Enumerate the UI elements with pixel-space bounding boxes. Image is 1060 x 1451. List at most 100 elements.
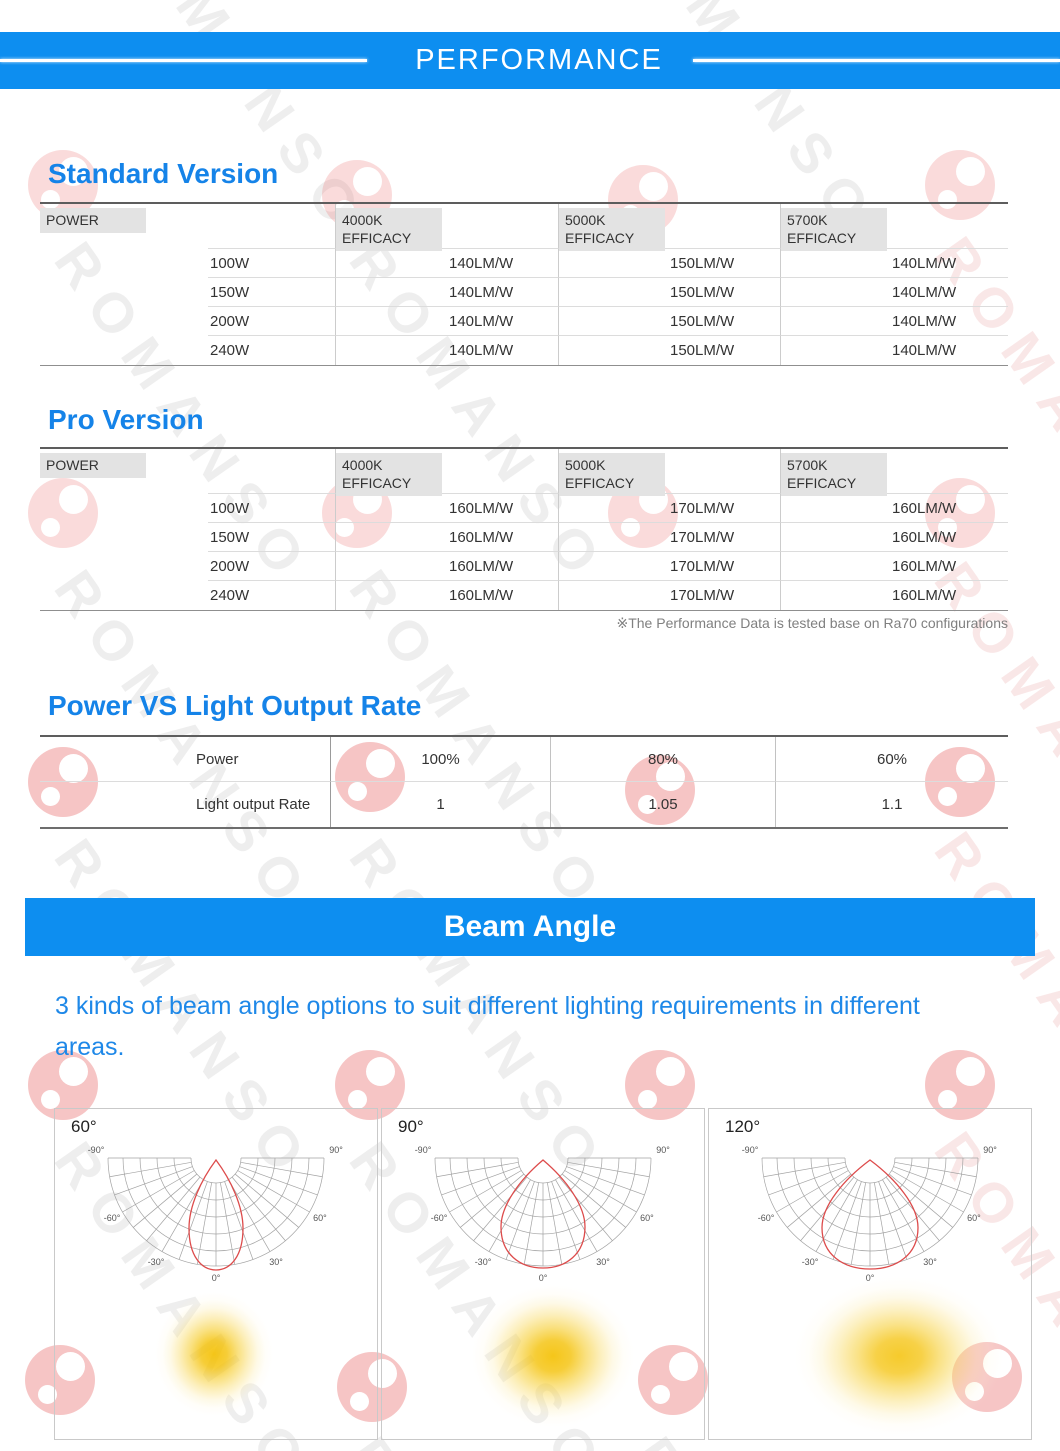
banner-line-right: [692, 59, 1060, 62]
table-cell: [335, 336, 447, 365]
table-cell: [780, 307, 890, 336]
table-cell: 160LM/W: [892, 587, 957, 604]
beam-panel-60: 60° -90° -60° -30° 0° 30° 60° 90°: [54, 1108, 378, 1440]
table-cell: [335, 581, 447, 610]
table-cell: [558, 336, 668, 365]
table-cell: 200W: [208, 552, 335, 581]
table-cell: 170LM/W: [668, 523, 780, 552]
column-header-5000k: 5000K EFFICACY: [558, 204, 668, 252]
table-cell: 140LM/W: [447, 307, 558, 336]
table-cell: [40, 307, 208, 336]
header-spacer: [447, 449, 558, 494]
power-vs-light-heading: Power VS Light Output Rate: [48, 690, 422, 721]
table-cell: [780, 278, 890, 307]
beam-angle-label: 120°: [725, 1117, 761, 1136]
svg-text:-30°: -30°: [148, 1257, 165, 1267]
table-cell: [335, 552, 447, 581]
svg-text:-90°: -90°: [88, 1145, 105, 1155]
svg-text:90°: 90°: [329, 1145, 343, 1155]
table-cell: [40, 552, 208, 581]
table-cell: 100W: [208, 494, 335, 523]
beam-panel-90: 90° -90° -60° -30° 0° 30° 60° 90°: [381, 1108, 705, 1440]
beam-angle-intro: 3 kinds of beam angle options to suit di…: [55, 992, 920, 1061]
table-cell: [780, 249, 890, 278]
table-cell: [335, 494, 447, 523]
table-cell: 240W: [210, 587, 250, 604]
standard-version-heading: Standard Version: [48, 158, 279, 189]
beam-angle-banner: Beam Angle: [25, 898, 1035, 956]
standard-version-table: POWER 4000K EFFICACY 5000K EFFICACY 5700…: [40, 202, 1008, 366]
table-cell: 150W: [208, 523, 335, 552]
table-cell: [335, 278, 447, 307]
table-cell: 140LM/W: [890, 249, 1008, 278]
beam-diagram-panels: 60° -90° -60° -30° 0° 30° 60° 90° 90° -90° -60°…: [54, 1108, 1032, 1440]
table-cell: 150LM/W: [668, 249, 780, 278]
svg-text:0°: 0°: [866, 1273, 875, 1283]
svg-text:30°: 30°: [596, 1257, 610, 1267]
header-spacer: [447, 204, 558, 249]
table-cell: 170LM/W: [668, 494, 780, 523]
column-header-5700k: 5700K EFFICACY: [780, 204, 890, 252]
column-header-5700k: 5700K EFFICACY: [780, 449, 890, 497]
beam-panel-120: 120° -90° -60° -30° 0° 30° 60° 90°: [708, 1108, 1032, 1440]
table-cell: 1.1: [775, 782, 1008, 827]
svg-text:90°: 90°: [983, 1145, 997, 1155]
table-cell: [558, 307, 668, 336]
table-cell: [558, 278, 668, 307]
table-cell: 160LM/W: [449, 587, 514, 604]
table-cell: 100W: [208, 249, 335, 278]
header-spacer: [890, 449, 1008, 494]
table-cell: 240W: [210, 342, 250, 359]
table-cell: 160LM/W: [447, 523, 558, 552]
beam-polar-chart: -90° -60° -30° 0° 30° 60° 90°: [88, 1145, 344, 1283]
table-cell: 150LM/W: [668, 278, 780, 307]
table-cell: 150LM/W: [670, 342, 735, 359]
table-cell: 1: [330, 782, 550, 827]
table-cell: [335, 523, 447, 552]
table-cell: 160LM/W: [890, 494, 1008, 523]
light-glow-spot: [155, 1292, 273, 1416]
table-cell: [40, 336, 208, 365]
header-spacer: [208, 204, 335, 249]
table-cell: 160LM/W: [447, 552, 558, 581]
table-cell: [558, 249, 668, 278]
table-cell: [40, 581, 208, 610]
header-spacer: [208, 449, 335, 494]
table-cell: 100%: [330, 737, 550, 782]
svg-text:-60°: -60°: [431, 1213, 448, 1223]
performance-banner: PERFORMANCE: [0, 32, 1060, 89]
svg-text:30°: 30°: [269, 1257, 283, 1267]
table-cell: [335, 249, 447, 278]
svg-text:-60°: -60°: [758, 1213, 775, 1223]
table-cell: 150LM/W: [668, 307, 780, 336]
table-cell: [780, 552, 890, 581]
svg-text:90°: 90°: [656, 1145, 670, 1155]
table-cell: [40, 494, 208, 523]
svg-text:0°: 0°: [212, 1273, 221, 1283]
table-cell: 140LM/W: [892, 342, 957, 359]
table-cell: [558, 552, 668, 581]
beam-angle-banner-title: Beam Angle: [443, 910, 617, 943]
table-cell: 160LM/W: [447, 494, 558, 523]
column-header-power: POWER: [40, 449, 208, 494]
header-spacer: [668, 204, 780, 249]
svg-text:-90°: -90°: [415, 1145, 432, 1155]
table-cell: [40, 523, 208, 552]
table-cell: 150W: [208, 278, 335, 307]
svg-text:-30°: -30°: [802, 1257, 819, 1267]
column-header-5000k: 5000K EFFICACY: [558, 449, 668, 497]
table-cell: 140LM/W: [890, 278, 1008, 307]
table-cell: 170LM/W: [670, 587, 735, 604]
svg-text:60°: 60°: [313, 1213, 327, 1223]
table-cell: [335, 307, 447, 336]
table-cell: [780, 523, 890, 552]
power-vs-light-table: Power 100% 80% 60% Light output Rate 1 1…: [40, 735, 1008, 829]
table-cell: [558, 581, 668, 610]
beam-polar-chart: -90° -60° -30° 0° 30° 60° 90°: [742, 1145, 998, 1283]
svg-text:30°: 30°: [923, 1257, 937, 1267]
performance-banner-title: PERFORMANCE: [415, 44, 663, 76]
svg-text:60°: 60°: [640, 1213, 654, 1223]
table-cell: 140LM/W: [890, 307, 1008, 336]
table-cell: [40, 249, 208, 278]
